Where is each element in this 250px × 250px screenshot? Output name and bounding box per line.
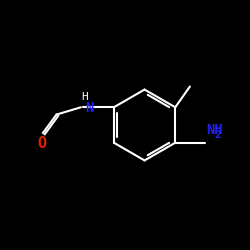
Text: 2: 2 (215, 130, 222, 140)
Text: O: O (37, 136, 46, 151)
Text: H: H (81, 92, 88, 102)
Text: N: N (85, 101, 94, 115)
Text: NH: NH (206, 123, 222, 137)
